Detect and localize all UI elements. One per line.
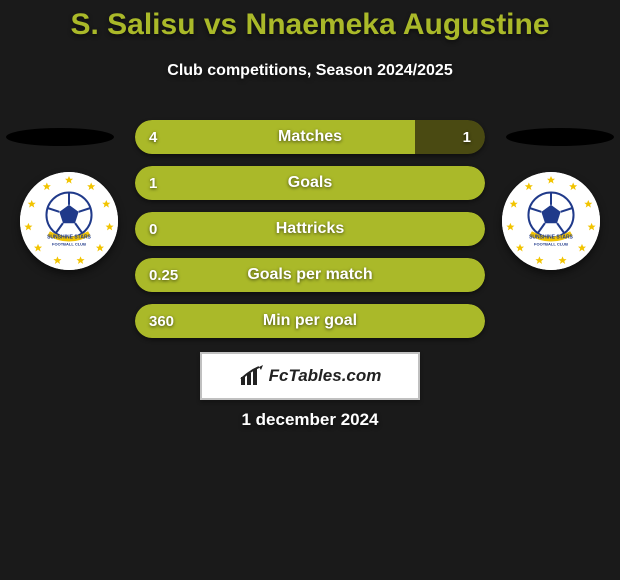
stat-row: 0 Hattricks <box>135 212 485 246</box>
stat-label: Goals per match <box>135 258 485 292</box>
club-badge-right: SUNSHINE STARS FOOTBALL CLUB <box>502 172 600 270</box>
stat-right-value: 1 <box>463 120 471 154</box>
stat-bars: 4 Matches 1 1 Goals 0 Hattricks 0.25 Goa… <box>135 120 485 350</box>
page-title: S. Salisu vs Nnaemeka Augustine <box>0 8 620 42</box>
stat-row: 0.25 Goals per match <box>135 258 485 292</box>
chart-icon <box>239 365 265 387</box>
player-shadow-right <box>506 128 614 146</box>
stat-label: Min per goal <box>135 304 485 338</box>
brand-text: FcTables.com <box>269 366 382 386</box>
svg-text:FOOTBALL CLUB: FOOTBALL CLUB <box>52 241 86 246</box>
date-text: 1 december 2024 <box>0 410 620 430</box>
player-shadow-left <box>6 128 114 146</box>
stat-row: 360 Min per goal <box>135 304 485 338</box>
svg-text:SUNSHINE STARS: SUNSHINE STARS <box>529 235 573 241</box>
stage: S. Salisu vs Nnaemeka Augustine Club com… <box>0 0 620 580</box>
stat-row: 1 Goals <box>135 166 485 200</box>
stat-label: Matches <box>135 120 485 154</box>
brand-badge: FcTables.com <box>200 352 420 400</box>
subtitle: Club competitions, Season 2024/2025 <box>0 62 620 80</box>
stat-label: Goals <box>135 166 485 200</box>
stat-row: 4 Matches 1 <box>135 120 485 154</box>
club-badge-left: SUNSHINE STARS FOOTBALL CLUB <box>20 172 118 270</box>
stat-label: Hattricks <box>135 212 485 246</box>
svg-text:SUNSHINE STARS: SUNSHINE STARS <box>47 235 91 241</box>
svg-text:FOOTBALL CLUB: FOOTBALL CLUB <box>534 241 568 246</box>
